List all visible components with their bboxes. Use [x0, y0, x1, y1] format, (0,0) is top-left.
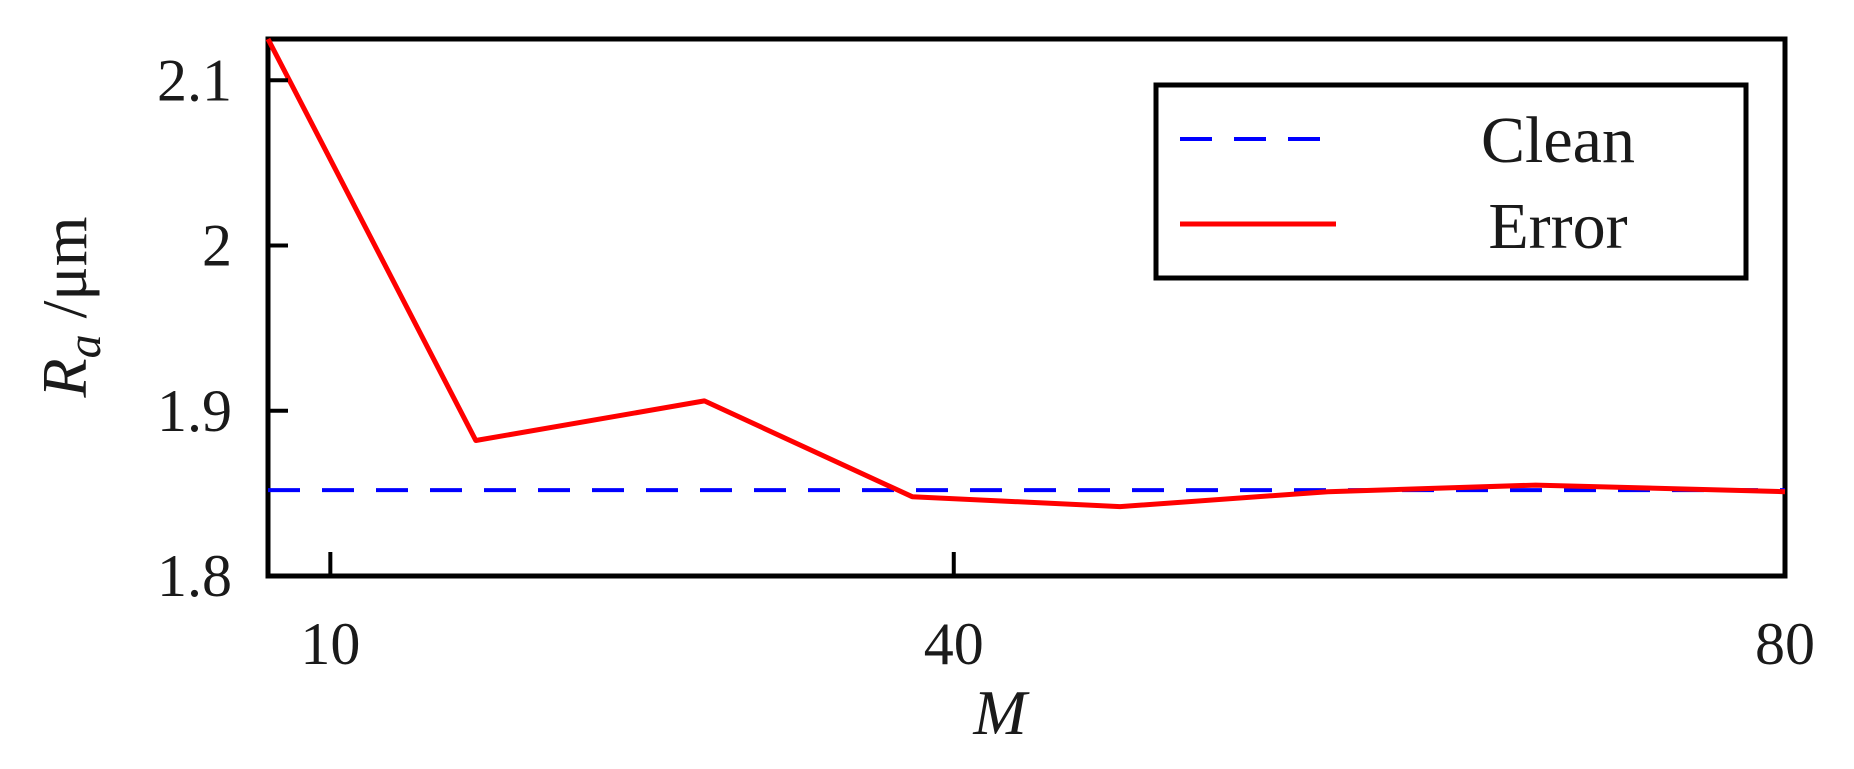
y-tick-label-2.1: 2.1 — [157, 47, 232, 113]
x-tick-label-40: 40 — [924, 611, 984, 677]
y-tick-label-2: 2 — [202, 213, 232, 279]
series-line-error — [265, 37, 1786, 510]
series-layer — [265, 37, 1786, 510]
y-axis-label-unit: /μm — [29, 217, 100, 335]
y-tick-label-1.8: 1.8 — [157, 543, 232, 609]
x-axis-label: M — [972, 677, 1030, 748]
legend: Clean Error — [1153, 82, 1749, 281]
y-axis-label-symbol: R — [29, 358, 100, 398]
x-tick-label-10: 10 — [300, 611, 360, 677]
y-axis-label: Ra /μm — [29, 217, 111, 399]
legend-label-clean: Clean — [1481, 104, 1635, 177]
y-axis-label-subscript: a — [58, 334, 111, 358]
x-tick-label-80: 80 — [1755, 611, 1815, 677]
legend-label-error: Error — [1488, 190, 1627, 263]
ticks-layer: 10 40 80 1.8 1.9 2 2.1 — [157, 47, 1815, 677]
legend-box — [1153, 82, 1749, 281]
y-tick-label-1.9: 1.9 — [157, 378, 232, 444]
